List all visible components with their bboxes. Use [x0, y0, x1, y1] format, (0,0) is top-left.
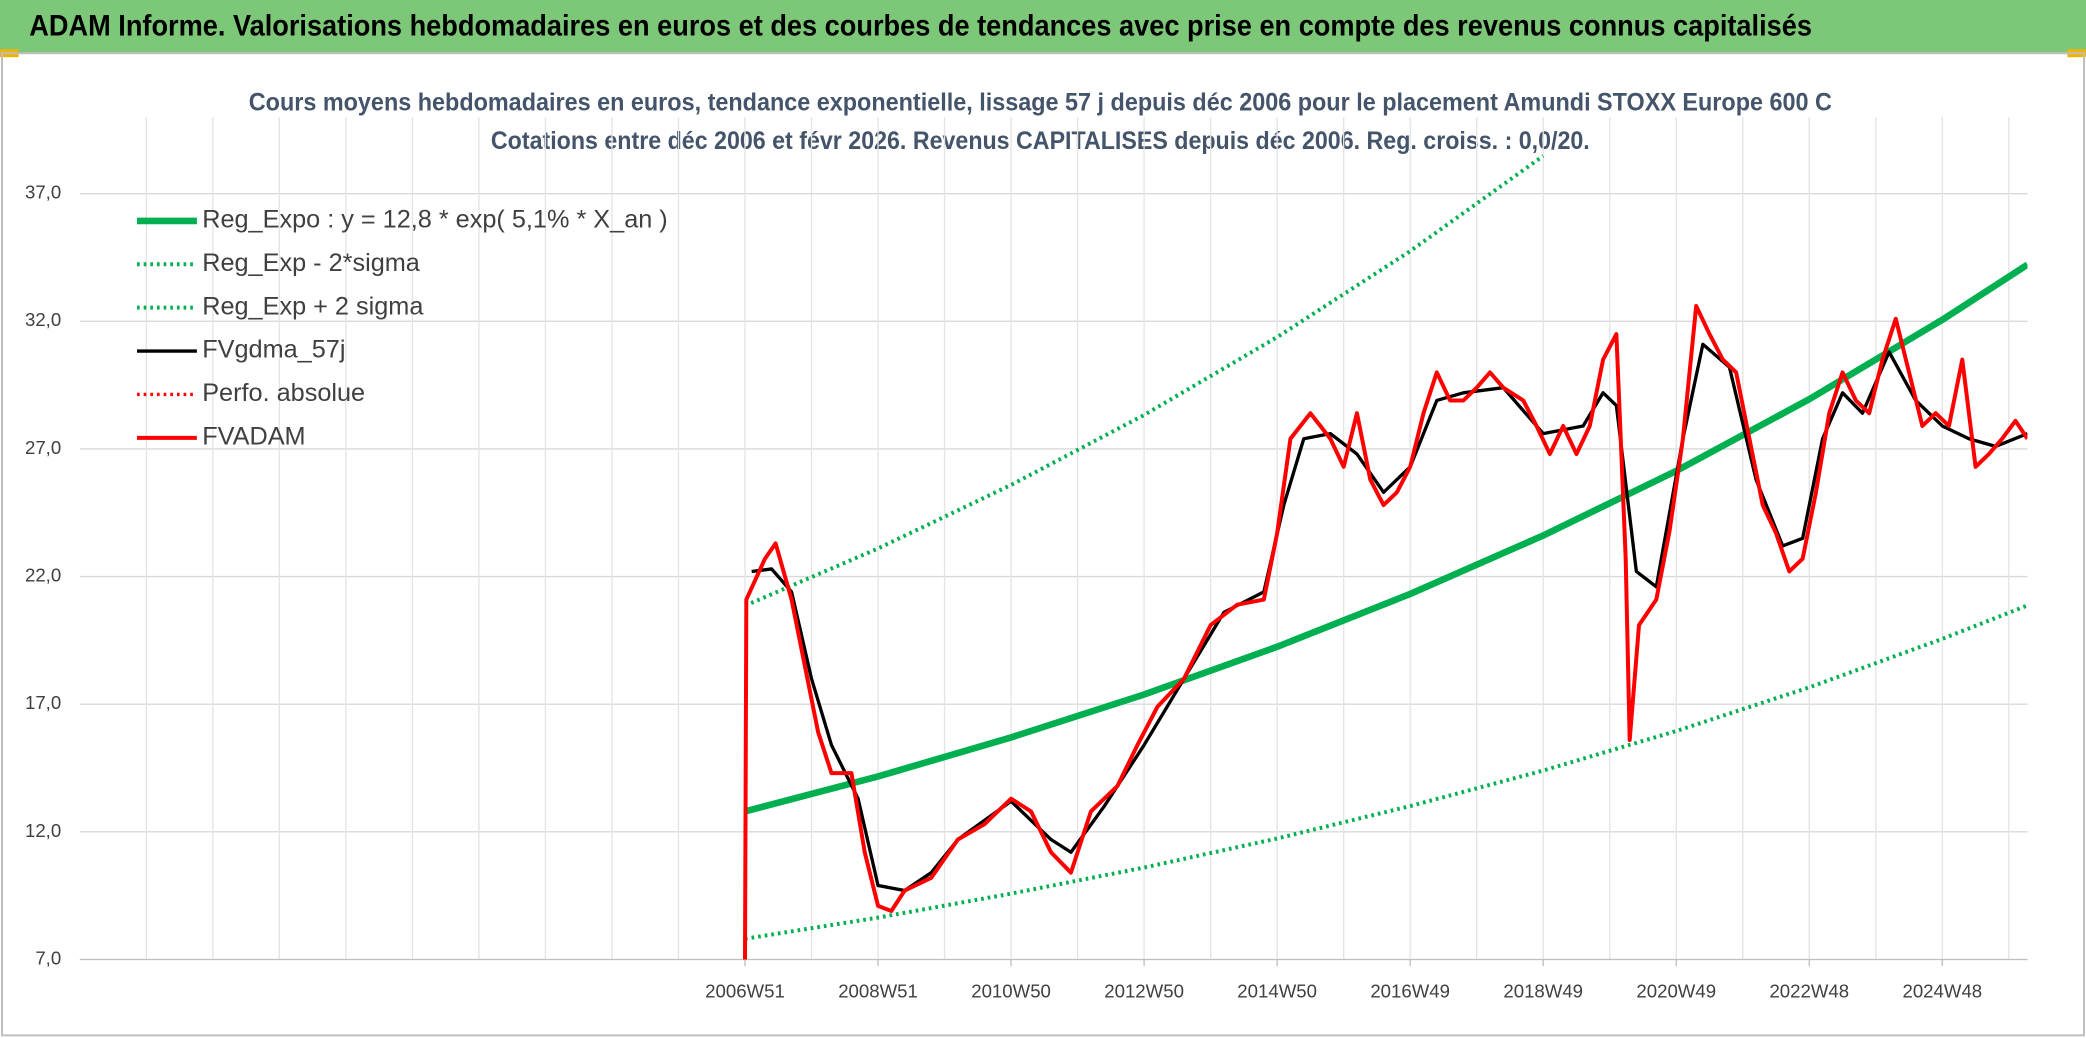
x-tick-label: 2014W50: [1237, 981, 1317, 1002]
legend-label: Reg_Exp - 2*sigma: [202, 249, 421, 277]
x-tick-label: 2016W49: [1370, 981, 1450, 1002]
grid: 7,0 12,0 17,0 22,0 27,0 32,0 37,0 2006W51 2008W5…: [25, 117, 2028, 1002]
y-tick-label: 27,0: [25, 437, 61, 458]
x-tick-label: 2022W48: [1769, 981, 1849, 1002]
x-tick-label: 2010W50: [971, 981, 1051, 1002]
y-tick-label: 32,0: [25, 309, 61, 330]
header-title: ADAM Informe. Valorisations hebdomadaire…: [29, 11, 1812, 43]
chart-subtitle: Cotations entre déc 2006 et févr 2026. R…: [491, 127, 1590, 155]
header-bar: [0, 0, 2086, 54]
plot-area: [743, 154, 2028, 960]
x-tick-label: 2008W51: [838, 981, 918, 1002]
series-line: [744, 603, 2028, 941]
legend-label: Perfo. absolue: [202, 379, 365, 407]
x-tick-label: 2018W49: [1503, 981, 1583, 1002]
legend-label: FVgdma_57j: [202, 336, 345, 364]
series-line: [744, 261, 2028, 815]
x-tick-label: 2024W48: [1902, 981, 1982, 1002]
y-tick-label: 17,0: [25, 692, 61, 713]
frame: [0, 52, 2086, 1037]
x-tick-label: 2006W51: [705, 981, 785, 1002]
legend-label: Reg_Expo : y = 12,8 * exp( 5,1% * X_an ): [202, 206, 668, 234]
y-tick-label: 37,0: [25, 182, 61, 203]
legend-label: Reg_Exp + 2 sigma: [202, 292, 424, 320]
y-tick-label: 22,0: [25, 565, 61, 586]
series-line: [743, 304, 2028, 960]
legend: Reg_Expo : y = 12,8 * exp( 5,1% * X_an )…: [137, 206, 668, 450]
y-tick-label: 7,0: [35, 947, 61, 968]
x-tick-label: 2020W49: [1636, 981, 1716, 1002]
legend-label: FVADAM: [202, 422, 305, 450]
chart-title: Cours moyens hebdomadaires en euros, ten…: [249, 88, 1832, 116]
x-tick-label: 2012W50: [1104, 981, 1184, 1002]
y-tick-label: 12,0: [25, 820, 61, 841]
